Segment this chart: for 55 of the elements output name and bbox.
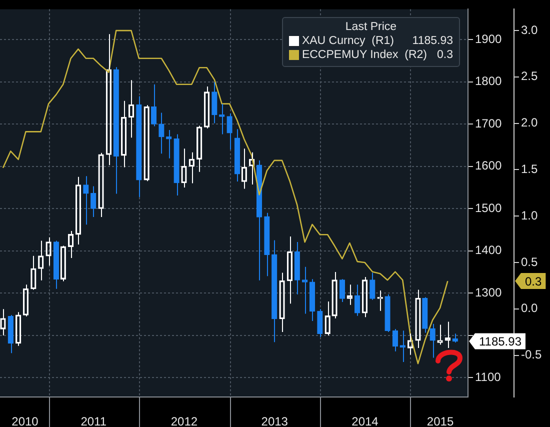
candlestick <box>150 84 157 127</box>
candlestick <box>174 134 180 196</box>
candlestick <box>370 272 376 300</box>
x-tick-label: 2012 <box>170 414 198 427</box>
candlestick <box>384 294 390 332</box>
y2-tick-label: -0.5 <box>521 348 542 362</box>
text: 0.3 <box>525 274 542 288</box>
candlestick <box>317 308 323 338</box>
x-tick-label: 2010 <box>12 414 39 427</box>
y2-tick-label: 0.0 <box>521 301 538 316</box>
candlestick <box>430 323 436 358</box>
y2-tick-label: 0.5 <box>521 254 538 269</box>
candlestick <box>294 241 300 295</box>
x-tick-label: 2015 <box>426 414 454 427</box>
annotation: 1185.93 <box>411 34 453 48</box>
x-tick-label: 2014 <box>352 414 379 427</box>
y2-tick-label: 1.0 <box>521 208 538 222</box>
candlestick <box>136 96 142 198</box>
candlestick <box>354 284 360 316</box>
x-tick-label: 2013 <box>261 414 288 427</box>
y-tick-label: 1800 <box>475 74 502 88</box>
legend-title: Last Price <box>344 21 398 34</box>
y-tick-label: 1400 <box>475 243 502 258</box>
candlestick <box>90 186 96 218</box>
candlestick <box>226 113 232 150</box>
text: 1185.93 <box>479 334 522 349</box>
candlestick <box>212 82 218 124</box>
y-tick-label: 1500 <box>475 200 502 215</box>
candlestick <box>113 66 119 194</box>
y-tick-label: 1900 <box>475 32 502 46</box>
candlestick <box>53 240 60 290</box>
legend-label: XAU Curncy (R1) <box>302 34 394 48</box>
candlestick <box>234 128 240 182</box>
candlestick <box>444 321 451 348</box>
candlestick <box>8 314 14 354</box>
candlestick <box>392 328 398 352</box>
candlestick <box>309 278 316 322</box>
y-tick-label: 1600 <box>475 158 502 173</box>
annotation: 0.3 <box>436 48 453 62</box>
y-tick-label: 1300 <box>475 285 502 300</box>
y-tick-label: 1700 <box>475 116 502 130</box>
x-tick-label: 2011 <box>80 414 107 427</box>
legend-label: ECCPEMUY Index (R2) <box>302 48 427 62</box>
y2-tick-label: 3.0 <box>521 22 538 37</box>
candlestick <box>158 112 164 154</box>
candlestick <box>83 176 89 226</box>
candlestick <box>302 266 308 314</box>
candlestick <box>422 296 428 334</box>
candlestick <box>339 278 346 302</box>
y-tick-label: 1100 <box>475 370 502 384</box>
y2-tick-label: 2.0 <box>521 116 538 130</box>
y2-tick-label: 2.5 <box>521 69 538 84</box>
y2-tick-label: 1.5 <box>521 162 538 176</box>
candlestick <box>272 240 278 343</box>
candlestick <box>264 212 270 277</box>
